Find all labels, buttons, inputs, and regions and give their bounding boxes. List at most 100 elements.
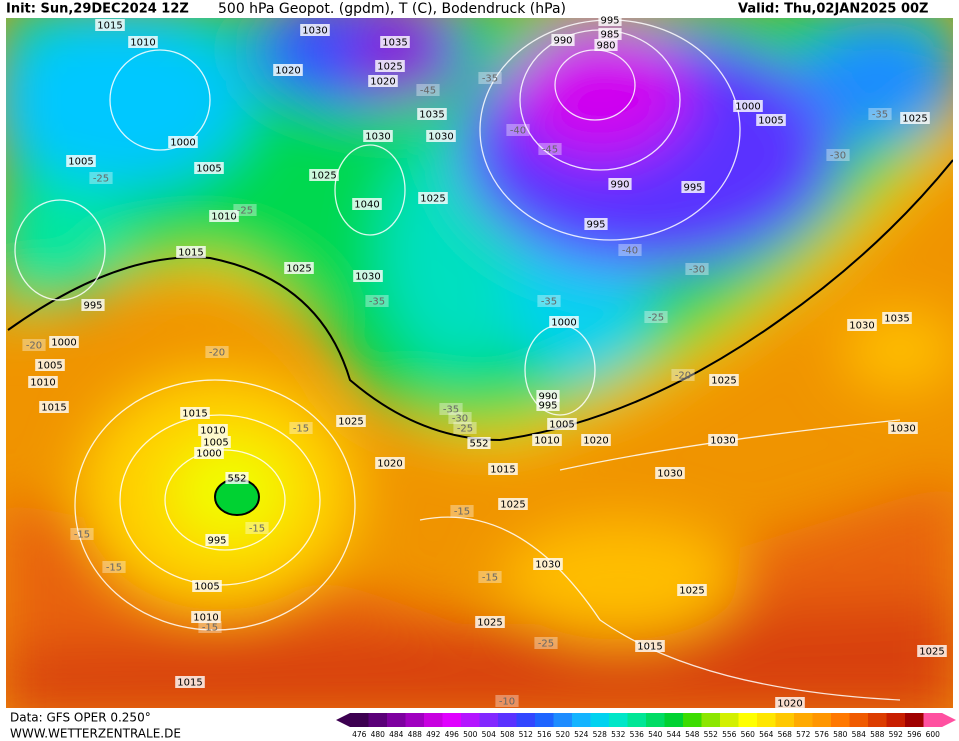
temperature-label: -35 [541, 297, 557, 308]
colorbar-swatch [794, 713, 813, 727]
label-box [225, 472, 249, 484]
label-box [847, 319, 877, 331]
label-box [475, 616, 505, 628]
colorbar-arrow-left [336, 713, 350, 727]
label-box [900, 112, 930, 124]
label-box [284, 262, 314, 274]
pressure-label: 1025 [919, 647, 944, 658]
pressure-label: 1010 [200, 426, 225, 437]
colorbar-label: 484 [389, 730, 404, 739]
pressure-label: 1005 [37, 361, 62, 372]
label-box [775, 697, 805, 709]
colorbar-swatch [683, 713, 702, 727]
label-box [245, 522, 269, 534]
pressure-label: 985 [600, 30, 619, 41]
temperature-label: -25 [237, 206, 253, 217]
colorbar-swatch [627, 713, 647, 727]
colorbar-swatch [609, 713, 628, 727]
temperature-label: -45 [542, 145, 558, 156]
label-box [551, 34, 575, 46]
init-text: Init: Sun,29DEC2024 12Z [6, 2, 189, 17]
temperature-label: -40 [510, 126, 526, 137]
pressure-label: 1015 [637, 642, 662, 653]
colorbar-label: 528 [593, 730, 608, 739]
temperature-label: -35 [369, 297, 385, 308]
pressure-label: 1030 [365, 132, 390, 143]
label-box [233, 204, 257, 216]
label-box [671, 369, 695, 381]
pressure-label: 1000 [51, 338, 76, 349]
colorbar-swatch [868, 713, 887, 727]
label-box [498, 498, 528, 510]
colorbar-label: 588 [870, 730, 885, 739]
colorbar-swatch [442, 713, 462, 727]
label-box [598, 14, 622, 26]
pressure-label: 1030 [890, 424, 915, 435]
pressure-label: 1040 [354, 200, 379, 211]
label-box [416, 84, 440, 96]
label-box [756, 114, 786, 126]
colorbar-label: 552 [704, 730, 719, 739]
colorbar-label: 600 [926, 730, 941, 739]
label-box [102, 561, 126, 573]
label-box [192, 580, 222, 592]
pressure-label: 1030 [302, 26, 327, 37]
site-text: WWW.WETTERZENTRALE.DE [10, 727, 181, 741]
pressure-label: 1030 [710, 436, 735, 447]
label-box [594, 39, 618, 51]
pressure-label: 995 [538, 401, 557, 412]
temperature-label: -20 [209, 348, 225, 359]
pressure-label: 1030 [657, 469, 682, 480]
temperature-label: -25 [648, 313, 664, 324]
label-box [534, 637, 558, 649]
label-box [28, 376, 58, 388]
colorbar-label: 512 [519, 730, 534, 739]
label-box [289, 422, 313, 434]
colorbar-label: 576 [815, 730, 830, 739]
pressure-label: 990 [553, 36, 572, 47]
label-box [300, 24, 330, 36]
pressure-label: 1015 [182, 409, 207, 420]
pressure-label: 1025 [286, 264, 311, 275]
colorbar-label: 584 [852, 730, 867, 739]
temperature-label: -20 [26, 341, 42, 352]
colorbar-label: 524 [574, 730, 589, 739]
label-box [426, 130, 456, 142]
label-box [49, 336, 79, 348]
label-box [655, 467, 685, 479]
label-box [467, 437, 491, 449]
temperature-label: -40 [622, 246, 638, 257]
pressure-label: 1035 [419, 110, 444, 121]
pressure-label: 1005 [549, 420, 574, 431]
pressure-label: 1005 [196, 164, 221, 175]
pressure-label: 1025 [338, 417, 363, 428]
label-box [439, 403, 463, 415]
pressure-label: 552 [469, 439, 488, 450]
colorbar-swatch [923, 713, 943, 727]
temperature-label: -30 [830, 151, 846, 162]
label-box [336, 415, 366, 427]
pressure-label: 1030 [535, 560, 560, 571]
colorbar-swatch [572, 713, 591, 727]
colorbar-swatch [720, 713, 739, 727]
pressure-label: 1015 [177, 678, 202, 689]
colorbar-label: 488 [408, 730, 423, 739]
label-box [506, 124, 530, 136]
label-box [453, 422, 477, 434]
pressure-label: 1030 [355, 272, 380, 283]
colorbar-label: 480 [371, 730, 386, 739]
pressure-label: 1000 [735, 102, 760, 113]
pressure-label: 1025 [311, 171, 336, 182]
label-box [644, 311, 668, 323]
label-box [201, 436, 231, 448]
pressure-label: 990 [610, 180, 629, 191]
label-box [365, 295, 389, 307]
colorbar-label: 532 [611, 730, 626, 739]
pressure-label: 1025 [420, 194, 445, 205]
pressure-label: 1010 [534, 436, 559, 447]
temperature-label: -15 [249, 524, 265, 535]
pressure-label: 1030 [849, 321, 874, 332]
temperature-label: -45 [420, 86, 436, 97]
pressure-label: 1035 [884, 314, 909, 325]
pressure-label: 1010 [193, 613, 218, 624]
